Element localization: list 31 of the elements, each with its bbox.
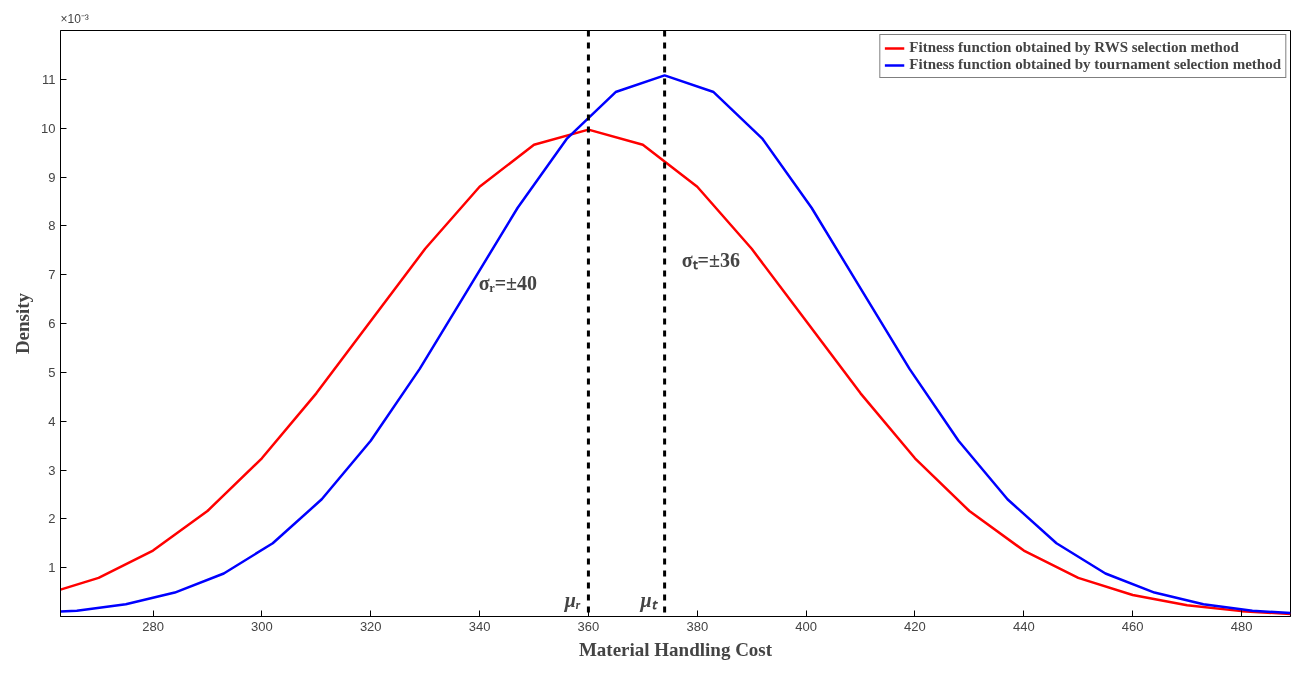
y-tick-label: 9	[48, 169, 56, 185]
x-axis-title: Material Handling Cost	[578, 638, 773, 660]
y-tick-label: 5	[48, 364, 56, 380]
text: ×10⁻³	[60, 11, 89, 26]
x-tick-label: 440	[1012, 618, 1035, 634]
y-tick-label: 7	[48, 267, 56, 283]
x-tick-label: 360	[577, 618, 600, 634]
legend-label: Fitness function obtained by RWS selection method	[909, 39, 1239, 56]
y-tick-label: 3	[48, 462, 56, 478]
x-tick-label: 280	[142, 618, 164, 634]
x-tick-label: 340	[468, 618, 491, 634]
y-tick-label: 11	[42, 71, 56, 87]
legend-label: Fitness function obtained by tournament selection method	[909, 56, 1281, 73]
x-tick-label: 380	[686, 618, 709, 634]
x-tick-label: 460	[1121, 618, 1144, 634]
x-tick-label: 480	[1230, 618, 1253, 634]
y-tick-label: 6	[48, 316, 56, 331]
y-tick-label: 4	[48, 413, 56, 429]
y-axis-title: Density	[12, 292, 34, 355]
ref-line-label: μᵣ	[563, 588, 581, 612]
x-tick-label: 420	[904, 618, 926, 634]
y-tick-label: 1	[48, 560, 56, 576]
x-tick-label: 320	[359, 618, 382, 634]
annotation: σₜ=±36	[681, 248, 740, 271]
ref-line-label: μₜ	[639, 588, 658, 612]
x-tick-label: 300	[251, 618, 273, 634]
annotation: σᵣ=±40	[478, 272, 538, 295]
y-tick-label: 2	[48, 511, 56, 527]
y-tick-label: 10	[41, 120, 56, 136]
x-tick-label: 400	[795, 618, 817, 634]
y-tick-label: 8	[48, 218, 56, 234]
